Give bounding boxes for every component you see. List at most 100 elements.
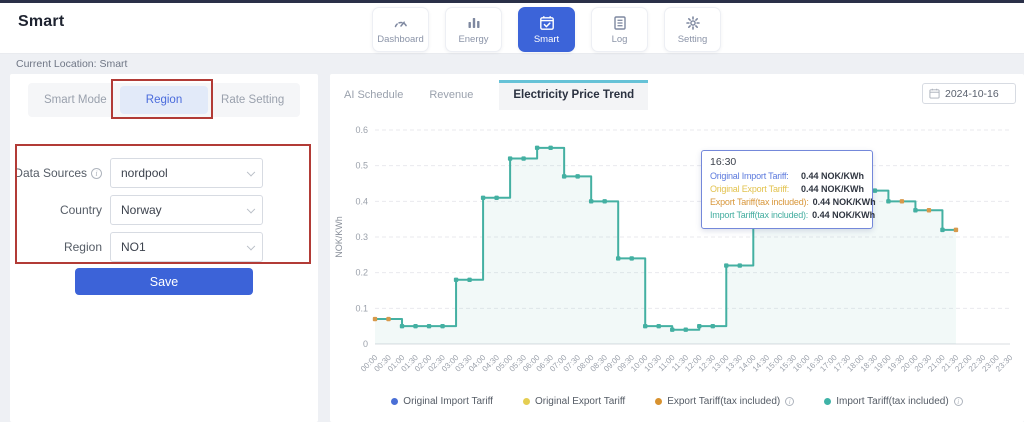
tooltip-row: Original Export Tariff: 0.44 NOK/KWh — [710, 183, 864, 196]
data-point-marker — [872, 188, 878, 193]
calendar-check-icon — [539, 15, 555, 31]
tooltip-series-label: Original Export Tariff: — [710, 184, 790, 194]
legend-dot-icon — [824, 398, 832, 405]
nav-item-label: Dashboard — [377, 33, 424, 45]
save-button[interactable]: Save — [75, 268, 253, 295]
nav-item-energy[interactable]: Energy — [445, 7, 502, 52]
data-point-marker — [399, 323, 405, 329]
nav-item-log[interactable]: Log — [591, 7, 648, 52]
data-point-marker — [724, 263, 729, 268]
y-axis-tick-label: 0 — [363, 339, 368, 349]
select-value: NO1 — [121, 240, 146, 254]
data-point-marker — [453, 277, 459, 282]
tooltip-series-label: Import Tariff(tax included): — [710, 210, 809, 220]
nav-item-dashboard[interactable]: Dashboard — [372, 7, 429, 52]
info-icon[interactable]: i — [953, 397, 963, 406]
y-axis-title: NOK/KWh — [334, 216, 344, 258]
tooltip-time: 16:30 — [710, 156, 737, 168]
data-sources-select[interactable]: nordpool — [110, 158, 263, 188]
data-point-marker — [656, 323, 661, 329]
page-title: Smart — [18, 13, 65, 30]
data-point-marker — [899, 199, 905, 204]
form-row-data-sources: Data Sources i nordpool — [10, 158, 263, 188]
tab-ai-schedule[interactable]: AI Schedule — [344, 89, 404, 101]
data-point-marker — [575, 174, 580, 179]
date-value: 2024-10-16 — [945, 87, 999, 100]
tooltip-row: Import Tariff(tax included): 0.44 NOK/KWh — [710, 209, 875, 222]
y-axis-tick-label: 0.1 — [355, 303, 368, 313]
data-point-marker — [467, 277, 472, 282]
gear-icon — [685, 15, 701, 31]
date-picker[interactable]: 2024-10-16 — [922, 83, 1016, 104]
tooltip-series-value: 0.44 NOK/KWh — [812, 197, 876, 207]
chart-tooltip: 16:30 Original Import Tariff: 0.44 NOK/KW… — [701, 150, 876, 229]
nav-item-label: Setting — [677, 33, 708, 45]
legend-item-original-import-tariff[interactable]: Original Import Tariff — [391, 396, 493, 407]
data-point-marker — [683, 327, 688, 332]
chart-panel: AI Schedule Revenue Electricity Price Tren… — [330, 74, 1024, 422]
y-axis-tick-label: 0.6 — [355, 125, 368, 135]
select-value: nordpool — [121, 166, 168, 180]
data-point-marker — [737, 263, 742, 268]
field-label: Data Sources i — [10, 166, 110, 180]
legend-item-original-export-tariff[interactable]: Original Export Tariff — [522, 396, 625, 407]
data-point-marker — [372, 316, 378, 322]
legend-item-import-tariff-tax-included-[interactable]: Import Tariff(tax included) i — [824, 396, 963, 407]
info-icon[interactable]: i — [91, 167, 102, 179]
data-point-marker — [643, 323, 648, 329]
legend-item-export-tariff-tax-included-[interactable]: Export Tariff(tax included) i — [655, 396, 795, 407]
tooltip-series-label: Original Import Tariff: — [710, 171, 789, 181]
price-trend-chart: 00.10.20.30.40.50.6NOK/KWh00:0000:3001:0… — [334, 125, 1015, 374]
tooltip-series-value: 0.44 NOK/KWh — [800, 171, 864, 181]
legend-label: Original Import Tariff — [403, 396, 493, 407]
data-point-marker — [670, 327, 675, 332]
country-select[interactable]: Norway — [110, 195, 263, 225]
data-point-marker — [413, 323, 418, 329]
calendar-icon — [929, 88, 940, 99]
chevron-down-icon — [246, 168, 256, 177]
data-point-marker — [926, 208, 932, 213]
tab-region[interactable]: Region — [119, 86, 209, 114]
log-icon — [612, 15, 628, 31]
settings-tab-bar: Smart Mode Region Rate Setting — [28, 83, 300, 117]
data-point-marker — [386, 316, 391, 322]
data-point-marker — [602, 199, 607, 204]
data-point-marker — [494, 195, 499, 200]
legend-dot-icon — [522, 398, 530, 405]
legend-label: Import Tariff(tax included) — [836, 396, 949, 407]
legend-dot-icon — [391, 398, 399, 405]
data-point-marker — [913, 208, 918, 213]
tab-smart-mode[interactable]: Smart Mode — [44, 94, 107, 106]
form-row-country: Country Norway — [10, 195, 263, 225]
tooltip-series-value: 0.44 NOK/KWh — [812, 210, 876, 220]
info-icon[interactable]: i — [785, 397, 795, 406]
data-point-marker — [886, 199, 891, 204]
legend-dot-icon — [655, 398, 663, 405]
data-point-marker — [534, 145, 540, 151]
field-label: Region — [63, 240, 102, 254]
chevron-down-icon — [246, 205, 256, 214]
data-point-marker — [710, 323, 715, 329]
data-point-marker — [940, 227, 945, 233]
top-dark-strip — [0, 0, 1024, 3]
breadcrumb: Current Location: Smart — [16, 58, 128, 70]
tab-electricity-price-trend[interactable]: Electricity Price Trend — [499, 80, 649, 110]
y-axis-tick-label: 0.3 — [355, 232, 368, 242]
app-header: Smart Dashboard Energy Smart Log Setting — [0, 0, 1024, 54]
settings-panel: Smart Mode Region Rate Setting Data Source… — [10, 74, 318, 422]
tab-rate-setting[interactable]: Rate Setting — [221, 94, 285, 106]
data-point-marker — [588, 199, 594, 204]
tooltip-row: Original Import Tariff: 0.44 NOK/KWh — [710, 170, 864, 183]
region-select[interactable]: NO1 — [110, 232, 263, 262]
data-point-marker — [507, 156, 513, 161]
data-point-marker — [548, 145, 553, 151]
form-row-region: Region NO1 — [10, 232, 263, 262]
nav-item-label: Log — [611, 33, 628, 45]
nav-item-smart[interactable]: Smart — [518, 7, 575, 52]
nav-item-label: Smart — [533, 33, 560, 45]
gauge-icon — [393, 15, 409, 31]
y-axis-tick-label: 0.2 — [355, 268, 368, 278]
tooltip-row: Export Tariff(tax included): 0.44 NOK/KWh — [710, 196, 876, 209]
tab-revenue[interactable]: Revenue — [429, 89, 474, 101]
nav-item-setting[interactable]: Setting — [664, 7, 721, 52]
